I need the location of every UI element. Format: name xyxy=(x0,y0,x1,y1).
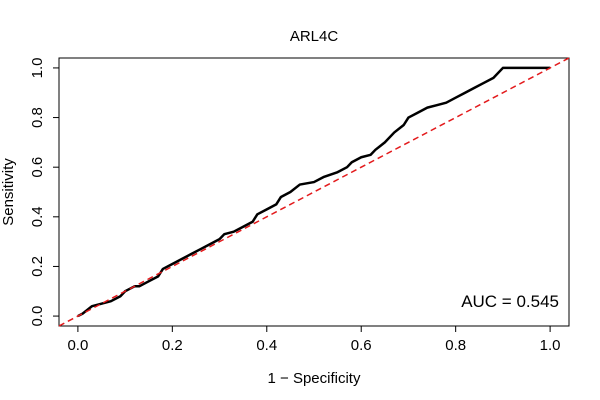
x-tick-label: 0.6 xyxy=(351,337,372,354)
x-tick-label: 0.8 xyxy=(445,337,466,354)
x-axis: 0.0 0.2 0.4 0.6 0.8 1.0 xyxy=(67,326,561,354)
y-tick-label: 0.4 xyxy=(29,206,46,227)
x-tick-label: 0.2 xyxy=(162,337,183,354)
auc-annotation: AUC = 0.545 xyxy=(461,292,559,311)
x-tick-label: 0.0 xyxy=(67,337,88,354)
x-tick-label: 0.4 xyxy=(256,337,277,354)
reference-diagonal-line xyxy=(58,57,570,327)
x-axis-label: 1 − Specificity xyxy=(268,370,361,387)
x-tick-label: 1.0 xyxy=(540,337,561,354)
y-axis-label: Sensitivity xyxy=(0,158,17,226)
series-layer xyxy=(58,57,570,327)
y-tick-label: 0.6 xyxy=(29,157,46,178)
y-axis: 0.0 0.2 0.4 0.6 0.8 1.0 xyxy=(29,57,59,327)
y-tick-label: 1.0 xyxy=(29,57,46,78)
y-tick-label: 0.2 xyxy=(29,256,46,277)
y-tick-label: 0.0 xyxy=(29,306,46,327)
plot-frame xyxy=(58,57,570,327)
roc-curve xyxy=(77,66,551,318)
y-tick-label: 0.8 xyxy=(29,107,46,128)
chart-title: ARL4C xyxy=(290,28,339,45)
